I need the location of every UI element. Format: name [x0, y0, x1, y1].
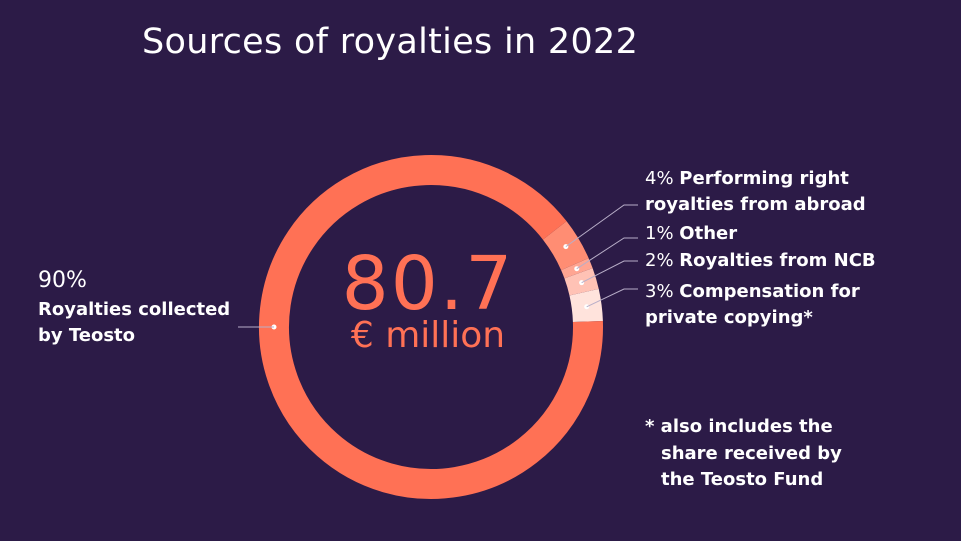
total-unit: € million [350, 315, 506, 356]
label-copying-line1: Compensation for [679, 281, 860, 302]
label-teosto-pct: 90% [38, 268, 87, 293]
label-other-name: Other [679, 223, 738, 244]
leader-line-abroad [565, 204, 638, 248]
label-copying-pct: 3% [645, 281, 674, 302]
label-ncb-pct: 2% [645, 250, 674, 271]
footnote: * also includes the share received by th… [645, 414, 842, 494]
label-ncb-name: Royalties from NCB [679, 250, 876, 271]
label-ncb: 2% Royalties from NCB [645, 248, 876, 274]
footnote-line-1: * also includes the [645, 416, 833, 437]
label-abroad-line1: Performing right [679, 168, 849, 189]
leader-line-ncb [581, 260, 638, 284]
footnote-line-3: the Teosto Fund [661, 469, 824, 490]
total-value: 80.7 [341, 241, 515, 327]
label-abroad-line2: royalties from abroad [645, 194, 866, 215]
label-abroad: 4% Performing right royalties from abroa… [645, 166, 866, 218]
label-other: 1% Other [645, 221, 737, 247]
slice-teosto [259, 155, 603, 499]
label-copying-line2: private copying* [645, 307, 813, 328]
label-teosto-name: Royalties collected by Teosto [38, 299, 231, 346]
label-copying: 3% Compensation for private copying* [645, 279, 860, 331]
chart-title: Sources of royalties in 2022 [142, 22, 639, 62]
footnote-line-2: share received by [661, 442, 842, 464]
leader-lines [238, 204, 638, 330]
leader-line-other [576, 237, 638, 270]
leader-line-copying [586, 288, 638, 308]
label-other-pct: 1% [645, 223, 674, 244]
label-abroad-pct: 4% [645, 168, 674, 189]
